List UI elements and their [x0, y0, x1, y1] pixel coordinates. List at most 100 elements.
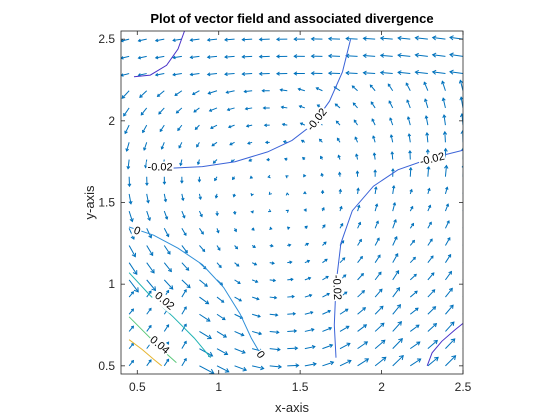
quiver-arrow [283, 157, 288, 161]
quiver-arrow [215, 211, 219, 217]
quiver-arrow [397, 53, 411, 58]
quiver-arrow [427, 289, 436, 298]
x-tick-label: 1.5 [292, 380, 309, 394]
quiver-arrow [231, 176, 236, 181]
quiver-arrow [374, 220, 379, 229]
quiver-arrow [304, 242, 310, 246]
quiver-arrow [280, 105, 288, 110]
quiver-arrow [224, 37, 235, 42]
quiver-arrow [409, 239, 415, 246]
quiver-arrow [227, 124, 235, 129]
contour-label-background [146, 333, 173, 358]
quiver-arrow [303, 173, 307, 178]
quiver-arrow [224, 72, 235, 77]
quiver-arrow [206, 72, 218, 77]
quiver-arrow [414, 35, 428, 41]
quiver-arrow [128, 262, 138, 276]
quiver-arrow [392, 236, 398, 246]
quiver-arrow [128, 193, 133, 205]
quiver-arrow [121, 38, 130, 43]
quiver-arrow [175, 107, 183, 114]
quiver-arrow [357, 358, 370, 367]
quiver-arrow [462, 330, 463, 332]
quiver-arrow [154, 38, 165, 43]
quiver-arrow [357, 272, 364, 281]
quiver-arrow [189, 72, 200, 77]
quiver-arrow [154, 55, 165, 60]
quiver-arrow [427, 255, 434, 263]
quiver-arrow [322, 343, 334, 350]
quiver-arrow [234, 296, 243, 302]
quiver-arrow [181, 228, 187, 237]
contour-label-background [330, 273, 344, 302]
quiver-arrow [258, 54, 270, 59]
quiver-arrow [357, 255, 363, 263]
quiver-arrow [179, 159, 183, 167]
quiver-arrow [181, 357, 187, 367]
quiver-arrow [299, 122, 306, 126]
quiver-arrow [352, 102, 358, 109]
quiver-arrow [163, 324, 170, 332]
x-tick-label: 1 [215, 380, 222, 394]
quiver-arrow [146, 210, 151, 222]
quiver-arrow [216, 296, 225, 303]
quiver-arrow [427, 322, 438, 332]
quiver-arrow [124, 124, 130, 135]
quiver-arrow [459, 113, 463, 126]
quiver-arrow [322, 360, 335, 367]
quiver-arrow [199, 279, 208, 287]
quiver-arrow [234, 245, 239, 250]
quiver-arrow [414, 70, 428, 75]
quiver-arrow [137, 55, 147, 60]
quiver-arrow [379, 36, 393, 41]
quiver-arrow [126, 159, 131, 170]
quiver-arrow [345, 53, 358, 59]
y-tick-label: 2.5 [98, 32, 115, 46]
quiver-arrow [269, 295, 278, 300]
quiver-arrow [373, 169, 377, 177]
quiver-arrow [374, 254, 381, 263]
quiver-arrow [163, 210, 169, 220]
quiver-arrow [431, 52, 446, 58]
quiver-arrow [159, 124, 165, 133]
quiver-arrow [172, 38, 182, 43]
quiver-arrow [392, 253, 399, 263]
quiver-arrow [250, 192, 254, 197]
quiver-arrow [241, 37, 253, 42]
quiver-arrow [392, 355, 404, 367]
quiver-arrow [389, 117, 394, 126]
quiver-arrow [444, 164, 449, 177]
quiver-arrow [251, 262, 258, 266]
quiver-arrow [409, 290, 418, 298]
quiver-arrow [379, 53, 393, 58]
quiver-arrow [199, 228, 204, 235]
quiver-arrow [251, 313, 261, 318]
quiver-arrow [355, 153, 359, 160]
quiver-arrow [304, 293, 313, 298]
quiver-arrow [208, 107, 218, 112]
quiver-arrow [334, 103, 341, 109]
quiver-arrow [310, 36, 323, 42]
quiver-arrow [177, 124, 183, 132]
quiver-arrow [181, 306, 187, 315]
quiver-arrow [234, 262, 240, 267]
quiver-arrow [356, 187, 360, 194]
quiver-arrow [241, 71, 253, 76]
quiver-arrow [249, 175, 253, 179]
quiver-arrow [146, 228, 153, 239]
quiver-arrow [287, 260, 293, 265]
quiver-arrow [156, 90, 165, 97]
quiver-arrow [261, 88, 270, 93]
chart-title: Plot of vector field and associated dive… [150, 11, 433, 26]
quiver-arrow [146, 324, 152, 332]
quiver-arrow [362, 53, 376, 59]
contour-label: 0 [254, 349, 267, 361]
quiver-arrow [410, 358, 422, 367]
quiver-arrow [322, 326, 333, 332]
quiver-arrow [127, 176, 132, 188]
quiver-arrow [372, 135, 376, 143]
y-axis-label: y-axis [82, 185, 97, 219]
quiver-arrow [391, 185, 396, 194]
quiver-arrow [339, 325, 350, 332]
quiver-arrow [285, 192, 290, 196]
